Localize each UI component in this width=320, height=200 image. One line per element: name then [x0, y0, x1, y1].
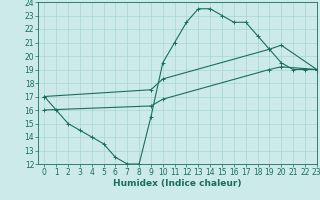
X-axis label: Humidex (Indice chaleur): Humidex (Indice chaleur)	[113, 179, 242, 188]
